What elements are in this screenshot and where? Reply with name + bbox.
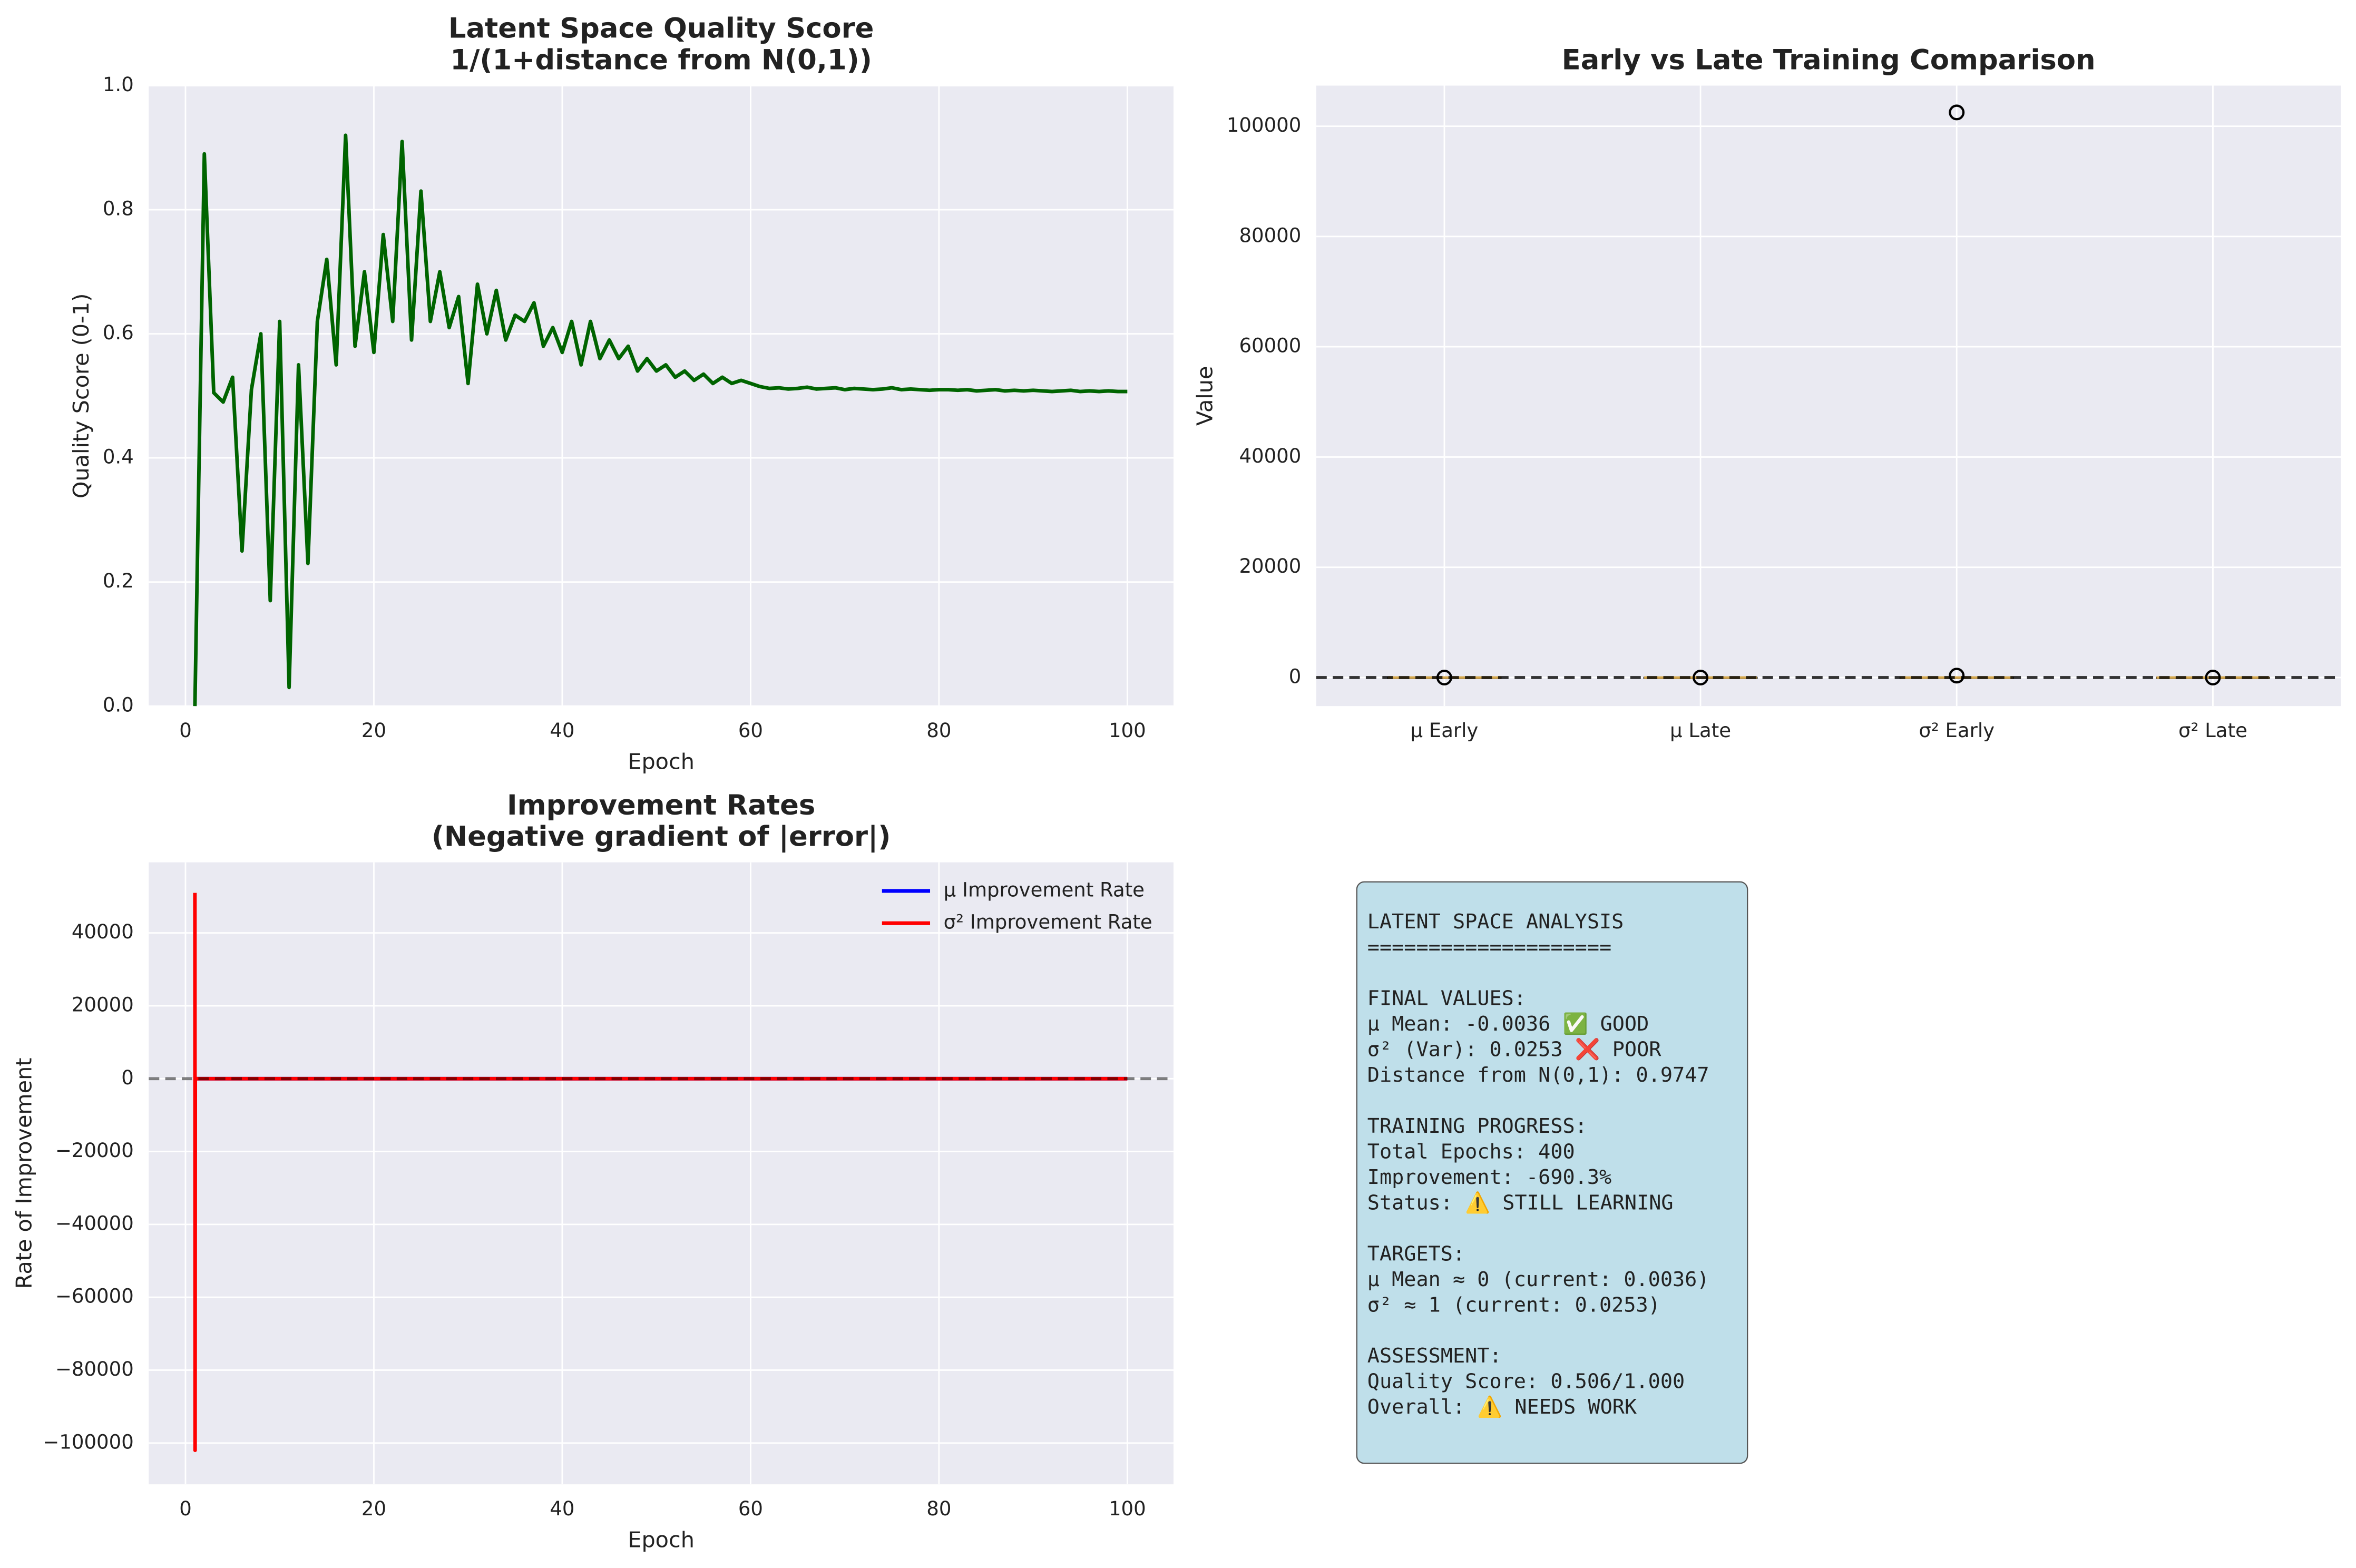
panel-line: Quality Score: 0.506/1.000 — [1367, 1370, 1685, 1394]
x-tick-label: 60 — [738, 719, 763, 742]
panel-line: μ Mean ≈ 0 (current: 0.0036) — [1367, 1268, 1709, 1291]
y-axis-label: Quality Score (0-1) — [69, 293, 94, 498]
y-tick-label: −40000 — [55, 1212, 134, 1234]
y-axis-label: Value — [1192, 366, 1218, 426]
y-tick-label: −100000 — [43, 1430, 133, 1453]
x-tick-label: 40 — [550, 1497, 574, 1520]
y-tick-label: −60000 — [55, 1285, 134, 1308]
plot-area — [149, 862, 1174, 1485]
x-tick-label: μ Early — [1410, 719, 1478, 742]
y-axis-label: Rate of Improvement — [11, 1057, 36, 1289]
panel-line: μ Mean: -0.0036 ✅ GOOD — [1367, 1012, 1649, 1036]
panel-line: FINAL VALUES: — [1367, 987, 1526, 1011]
y-tick-label: 0.6 — [103, 321, 134, 344]
x-tick-label: 100 — [1109, 1497, 1146, 1520]
x-tick-label: 60 — [738, 1497, 763, 1520]
panel-line: Distance from N(0,1): 0.9747 — [1367, 1063, 1709, 1087]
y-tick-label: 40000 — [1239, 445, 1301, 467]
chart-title: Latent Space Quality Score — [448, 13, 874, 45]
x-axis-label: Epoch — [628, 1527, 695, 1553]
panel-line: Total Epochs: 400 — [1367, 1140, 1575, 1163]
y-tick-label: 20000 — [72, 994, 134, 1016]
box-flier — [2205, 669, 2221, 685]
panel-line: TRAINING PROGRESS: — [1367, 1114, 1587, 1138]
box-flier — [1949, 668, 1965, 684]
x-tick-label: 0 — [179, 719, 192, 742]
x-tick-label: μ Late — [1670, 719, 1731, 742]
chart-title: Early vs Late Training Comparison — [1562, 44, 2096, 76]
legend-label: σ² Improvement Rate — [944, 911, 1152, 934]
y-tick-label: 60000 — [1239, 335, 1301, 357]
panel-line: σ² ≈ 1 (current: 0.0253) — [1367, 1293, 1660, 1317]
x-tick-label: 40 — [550, 719, 574, 742]
legend-label: μ Improvement Rate — [944, 878, 1145, 901]
panel-line: ==================== — [1367, 936, 1611, 959]
panel-line: TARGETS: — [1367, 1242, 1465, 1266]
y-tick-label: 0.0 — [103, 694, 134, 717]
chart-title: Improvement Rates — [507, 789, 815, 821]
x-tick-label: 80 — [926, 719, 951, 742]
panel-line: Improvement: -690.3% — [1367, 1165, 1611, 1189]
y-tick-label: 0.4 — [103, 446, 134, 468]
text-panel-box — [1356, 881, 1748, 1464]
y-tick-label: 20000 — [1239, 555, 1301, 577]
y-tick-label: 0 — [1289, 665, 1302, 688]
data-line — [193, 133, 1128, 707]
panel-line: ASSESSMENT: — [1367, 1344, 1502, 1368]
x-tick-label: 80 — [926, 1497, 951, 1520]
box-flier — [1949, 104, 1965, 121]
y-tick-label: 40000 — [72, 920, 134, 943]
plot-area — [1316, 85, 2341, 707]
x-tick-label: σ² Late — [2178, 719, 2247, 742]
y-tick-label: 1.0 — [103, 73, 134, 96]
panel-line: Overall: ⚠️ NEEDS WORK — [1367, 1395, 1637, 1419]
x-tick-label: 100 — [1109, 719, 1146, 742]
x-tick-label: 0 — [179, 1497, 192, 1520]
y-tick-label: 0.2 — [103, 570, 134, 592]
y-tick-label: 0.8 — [103, 198, 134, 220]
y-tick-label: 80000 — [1239, 224, 1301, 247]
panel-line: Status: ⚠️ STILL LEARNING — [1367, 1191, 1674, 1214]
plot-area — [149, 85, 1174, 707]
y-tick-label: −80000 — [55, 1358, 134, 1380]
chart-title: 1/(1+distance from N(0,1)) — [450, 44, 872, 76]
x-tick-label: σ² Early — [1919, 719, 1995, 742]
y-tick-label: 0 — [121, 1066, 134, 1089]
x-tick-label: 20 — [361, 719, 386, 742]
y-tick-label: −20000 — [55, 1139, 134, 1162]
panel-line: LATENT SPACE ANALYSIS — [1367, 910, 1624, 934]
x-axis-label: Epoch — [628, 749, 695, 775]
x-tick-label: 20 — [361, 1497, 386, 1520]
y-tick-label: 100000 — [1227, 114, 1301, 136]
box-flier — [1693, 669, 1709, 685]
panel-line: σ² (Var): 0.0253 ❌ POOR — [1367, 1038, 1661, 1062]
chart-title: (Negative gradient of |error|) — [432, 821, 891, 853]
